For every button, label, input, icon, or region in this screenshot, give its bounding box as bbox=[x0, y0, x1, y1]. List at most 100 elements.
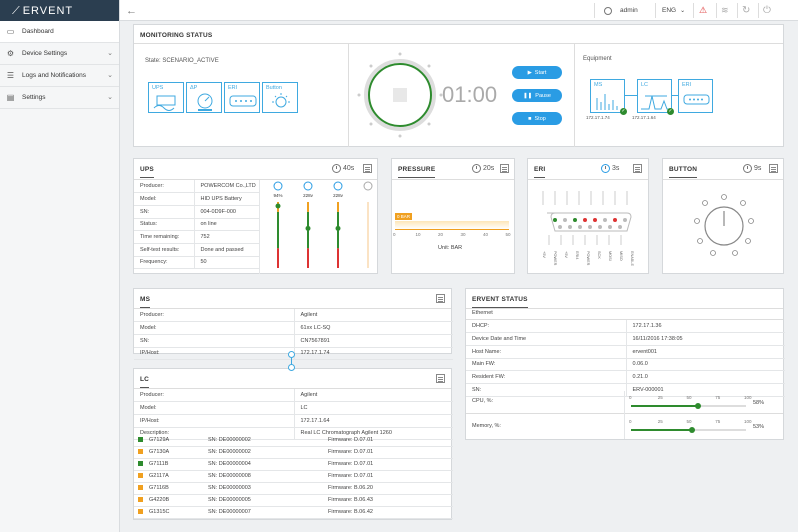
eri-pin-label: +5V bbox=[564, 251, 568, 258]
info-row: Producer: Agilent bbox=[134, 389, 453, 403]
details-icon[interactable] bbox=[363, 164, 372, 173]
info-key: SN: bbox=[134, 334, 294, 348]
gauge-icon bbox=[197, 93, 213, 111]
module-name-cell: G7129A bbox=[134, 434, 204, 447]
divider bbox=[693, 3, 694, 18]
device-eri[interactable]: ERI bbox=[224, 82, 260, 113]
device-label: ΔP bbox=[190, 85, 198, 91]
sidebar-item-logs[interactable]: ☰ Logs and Notifications ⌄ bbox=[0, 65, 119, 87]
details-icon[interactable] bbox=[769, 164, 778, 173]
gauge-knob bbox=[335, 225, 341, 231]
start-button[interactable]: ▶ Start bbox=[512, 66, 562, 79]
gauge-label: 228v bbox=[333, 193, 344, 198]
device-pressure[interactable]: ΔP bbox=[186, 82, 222, 113]
equipment-lc[interactable]: LC ✓ bbox=[637, 79, 674, 115]
info-key: SN: bbox=[466, 383, 626, 397]
sidebar-item-dashboard[interactable]: ▭ Dashboard bbox=[0, 21, 119, 43]
device-label: UPS bbox=[152, 85, 164, 91]
ups-gauges: 94% 228v 228v bbox=[273, 181, 373, 268]
refresh-timer: 20s bbox=[472, 164, 494, 173]
user-menu[interactable]: admin bbox=[604, 0, 638, 21]
gauge-red-zone bbox=[307, 248, 309, 268]
pressure-panel: PRESSURE 20s 0 BAR 0 10 20 30 40 50 Unit: BAR bbox=[391, 158, 515, 274]
equipment-ip: 172.17.1.64 bbox=[632, 115, 656, 120]
wifi-icon[interactable]: ≋ bbox=[721, 5, 729, 15]
chevron-down-icon: ⌄ bbox=[680, 8, 686, 14]
divider bbox=[737, 3, 738, 18]
eri-pin-label: MISO bbox=[619, 251, 623, 261]
module-name: G7111B bbox=[149, 461, 169, 467]
eri-pin-label: POWER bbox=[553, 251, 557, 266]
sidebar-item-label: Device Settings bbox=[22, 50, 68, 57]
clock-icon bbox=[601, 164, 610, 173]
scale-tick: 50 bbox=[686, 395, 692, 400]
eri-connector bbox=[542, 191, 632, 245]
info-key: IP/Host: bbox=[134, 347, 294, 361]
module-name-cell: G7116B bbox=[134, 482, 204, 495]
scale-tick: 75 bbox=[715, 395, 721, 400]
module-sn: SN: DE00000004 bbox=[204, 458, 324, 471]
details-icon[interactable] bbox=[633, 164, 642, 173]
pause-button[interactable]: ❚❚ Pause bbox=[512, 89, 562, 102]
gauge-red-zone bbox=[337, 248, 339, 268]
lc-module-row: G7129A SN: DE00000002 Firmware: D.07.01 bbox=[134, 434, 453, 447]
scenario-state: State: SCENARIO_ACTIVE bbox=[145, 58, 219, 64]
scale-tick: 100 bbox=[744, 395, 752, 400]
back-arrow-icon[interactable]: ← bbox=[126, 4, 137, 17]
timer-value: 9s bbox=[754, 165, 762, 172]
info-value: HID UPS Battery bbox=[193, 192, 259, 206]
timer-value: 40s bbox=[343, 165, 355, 172]
info-value: CN7567891 bbox=[293, 334, 453, 348]
details-icon[interactable] bbox=[500, 164, 509, 173]
pressure-tick: 0 bbox=[393, 232, 396, 237]
pressure-unit: Unit: BAR bbox=[438, 245, 463, 251]
lc-module-row: G1315C SN: DE00000007 Firmware: B.06.42 bbox=[134, 506, 453, 519]
connector-icon bbox=[683, 94, 710, 105]
device-ups[interactable]: UPS bbox=[148, 82, 184, 113]
language-select[interactable]: ENG ⌄ bbox=[662, 0, 685, 21]
info-row: SN: ERV-000001 bbox=[466, 383, 785, 397]
section-label: Ethernet bbox=[472, 310, 493, 316]
equipment-ms[interactable]: MS ✓ bbox=[590, 79, 627, 115]
info-row: Resident FW: 0.21.0 bbox=[466, 370, 785, 384]
gauge-icon bbox=[303, 181, 313, 191]
info-value: Done and passed bbox=[193, 243, 259, 257]
info-value: 0.06.0 bbox=[625, 358, 785, 372]
info-value: LC bbox=[293, 401, 453, 415]
power-icon[interactable]: ⏻ bbox=[763, 5, 771, 16]
equipment-name: MS bbox=[594, 82, 603, 88]
info-key: Status: bbox=[134, 218, 194, 232]
stop-button[interactable]: ■ Stop bbox=[512, 112, 562, 125]
module-name: G7116B bbox=[149, 485, 169, 491]
details-icon[interactable] bbox=[436, 374, 445, 383]
pressure-tick: 20 bbox=[438, 232, 444, 237]
divider bbox=[392, 179, 514, 180]
info-row: SN: 004-0D9F-000 bbox=[134, 205, 259, 219]
ms-panel: MS Producer: Agilent Model: 61xx LC-SQ SN: CN… bbox=[133, 288, 453, 361]
sidebar-item-device-settings[interactable]: ⚙ Device Settings ⌄ bbox=[0, 43, 119, 65]
link-node bbox=[288, 351, 295, 358]
divider bbox=[134, 388, 451, 389]
sidebar-item-settings[interactable]: ▤ Settings ⌄ bbox=[0, 87, 119, 109]
memory-fill bbox=[631, 429, 692, 431]
cpu-knob bbox=[694, 403, 701, 409]
equipment-eri[interactable]: ERI bbox=[678, 79, 713, 113]
module-name: G7130A bbox=[149, 449, 170, 455]
button-label: Start bbox=[534, 69, 547, 76]
divider bbox=[574, 43, 575, 147]
gauge-knob bbox=[275, 203, 281, 209]
info-key: IP/Host: bbox=[134, 414, 294, 428]
module-sn: SN: DE00000007 bbox=[204, 506, 324, 519]
button-label: Stop bbox=[534, 115, 546, 122]
status-ok-icon: ✓ bbox=[620, 108, 627, 115]
scale-tick: 100 bbox=[744, 419, 752, 424]
info-value: ERV-000001 bbox=[625, 383, 785, 397]
refresh-icon[interactable]: ↻ bbox=[742, 5, 751, 16]
clock-icon bbox=[332, 164, 341, 173]
alarm-icon[interactable]: ⚠ bbox=[699, 5, 708, 15]
device-button[interactable]: Button bbox=[262, 82, 298, 113]
info-key: Time remaining: bbox=[134, 230, 194, 244]
monitoring-status-panel: MONITORING STATUS State: SCENARIO_ACTIVE… bbox=[133, 24, 784, 147]
eri-pin-label: +5V bbox=[542, 251, 546, 258]
details-icon[interactable] bbox=[436, 294, 445, 303]
